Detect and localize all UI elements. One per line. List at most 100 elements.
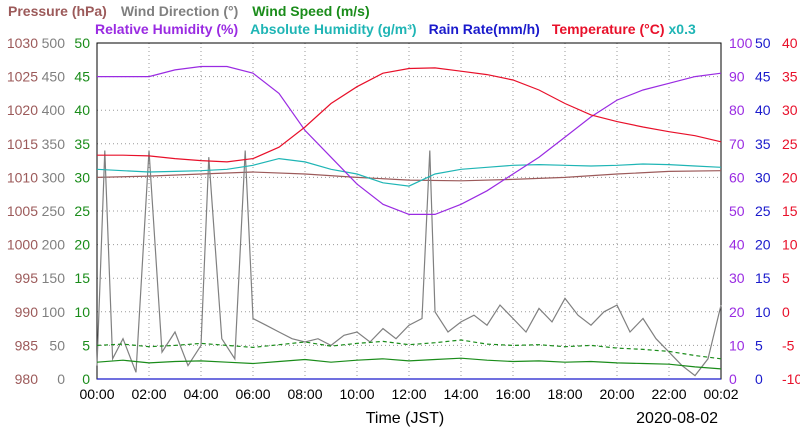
relative-humidity-line (97, 65, 722, 215)
relative-humidity-tick-label: 90 (729, 69, 745, 85)
wind-speed-tick-label: 15 (74, 270, 90, 286)
temperature-tick-label: -10 (782, 371, 800, 387)
rain-rate-tick-label: 40 (755, 102, 771, 118)
tick-labels: 1030102510201015101010051000995990985980… (7, 35, 800, 402)
wind-direction-tick-label: 500 (42, 35, 66, 51)
legend-entry: Temperature (°C) (552, 21, 665, 37)
legend-entry: Wind Speed (m/s) (252, 3, 369, 19)
wind-speed-line (96, 357, 722, 370)
relative-humidity-tick-label: 80 (729, 102, 745, 118)
rain-rate-tick-label: 15 (755, 270, 771, 286)
pressure-tick-label: 1005 (7, 203, 38, 219)
date-label: 2020-08-02 (636, 410, 718, 427)
absolute-humidity-line (96, 157, 722, 187)
x-tick-label: 02:00 (131, 386, 166, 402)
pressure-tick-label: 1000 (7, 237, 38, 253)
pressure-tick-label: 1010 (7, 169, 38, 185)
wind-speed-tick-label: 25 (74, 203, 90, 219)
x-tick-label: 00:02 (703, 386, 738, 402)
legend-entry: Absolute Humidity (g/m³) (250, 21, 416, 37)
rain-rate-tick-label: 10 (755, 304, 771, 320)
wind-speed-tick-label: 0 (82, 371, 90, 387)
legend-entry: Wind Direction (°) (121, 3, 238, 19)
wind-speed-tick-label: 45 (74, 69, 90, 85)
wind-direction-tick-label: 250 (42, 203, 66, 219)
x-tick-label: 20:00 (599, 386, 634, 402)
x-tick-label: 10:00 (339, 386, 374, 402)
x-tick-label: 14:00 (443, 386, 478, 402)
relative-humidity-tick-label: 20 (729, 304, 745, 320)
x-tick-label: 06:00 (235, 386, 270, 402)
wind-speed-tick-label: 5 (82, 337, 90, 353)
relative-humidity-tick-label: 10 (729, 337, 745, 353)
wind-direction-line (96, 150, 722, 377)
legend: Pressure (hPa) Wind Direction (°) Wind Spe… (8, 3, 696, 37)
temperature-tick-label: 10 (782, 237, 798, 253)
pressure-line (96, 170, 722, 182)
temperature-line (97, 67, 722, 163)
wind-direction-tick-label: 450 (42, 69, 66, 85)
rain-rate-tick-label: 45 (755, 69, 771, 85)
wind-direction-tick-label: 0 (57, 371, 65, 387)
wind-speed-tick-label: 10 (74, 304, 90, 320)
pressure-tick-label: 1020 (7, 102, 38, 118)
wind-direction-tick-label: 150 (42, 270, 66, 286)
wind-direction-tick-label: 300 (42, 169, 66, 185)
rain-rate-tick-label: 0 (755, 371, 763, 387)
relative-humidity-tick-label: 0 (729, 371, 737, 387)
pressure-tick-label: 995 (15, 270, 39, 286)
rain-rate-tick-label: 50 (755, 35, 771, 51)
relative-humidity-tick-label: 60 (729, 169, 745, 185)
pressure-tick-label: 1025 (7, 69, 38, 85)
legend-entry: Relative Humidity (%) (95, 21, 238, 37)
legend-entry: x0.3 (669, 21, 696, 37)
x-tick-label: 00:00 (79, 386, 114, 402)
legend-entry: Rain Rate(mm/h) (429, 21, 540, 37)
x-tick-label: 12:00 (391, 386, 426, 402)
temperature-tick-label: 30 (782, 102, 798, 118)
wind-direction-tick-label: 400 (42, 102, 66, 118)
wind-direction-tick-label: 200 (42, 237, 66, 253)
pressure-tick-label: 990 (15, 304, 39, 320)
temperature-tick-label: 35 (782, 69, 798, 85)
wind-speed-tick-label: 50 (74, 35, 90, 51)
rain-rate-tick-label: 25 (755, 203, 771, 219)
grid-lines (97, 43, 721, 379)
relative-humidity-tick-label: 40 (729, 237, 745, 253)
pressure-tick-label: 1030 (7, 35, 38, 51)
rain-rate-tick-label: 30 (755, 169, 771, 185)
temperature-tick-label: 15 (782, 203, 798, 219)
temperature-tick-label: 0 (782, 304, 790, 320)
x-tick-label: 18:00 (547, 386, 582, 402)
pressure-tick-label: 985 (15, 337, 39, 353)
wind-speed-tick-label: 30 (74, 169, 90, 185)
relative-humidity-tick-label: 30 (729, 270, 745, 286)
relative-humidity-tick-label: 100 (729, 35, 753, 51)
relative-humidity-tick-label: 50 (729, 203, 745, 219)
temperature-tick-label: 25 (782, 136, 798, 152)
x-axis-label: Time (JST) (366, 410, 445, 427)
series-group (96, 65, 722, 380)
temperature-tick-label: 20 (782, 169, 798, 185)
wind-direction-tick-label: 100 (42, 304, 66, 320)
wind-speed-tick-label: 40 (74, 102, 90, 118)
x-tick-label: 08:00 (287, 386, 322, 402)
x-tick-label: 22:00 (651, 386, 686, 402)
wind-speed-tick-label: 35 (74, 136, 90, 152)
temperature-tick-label: 40 (782, 35, 798, 51)
wind-direction-tick-label: 50 (49, 337, 65, 353)
relative-humidity-tick-label: 70 (729, 136, 745, 152)
rain-rate-tick-label: 20 (755, 237, 771, 253)
pressure-tick-label: 980 (15, 371, 39, 387)
wind-speed-tick-label: 20 (74, 237, 90, 253)
rain-rate-tick-label: 35 (755, 136, 771, 152)
pressure-tick-label: 1015 (7, 136, 38, 152)
legend-entry: Pressure (hPa) (8, 3, 107, 19)
rain-rate-tick-label: 5 (755, 337, 763, 353)
wind-direction-tick-label: 350 (42, 136, 66, 152)
x-tick-label: 04:00 (183, 386, 218, 402)
temperature-tick-label: -5 (782, 337, 795, 353)
temperature-tick-label: 5 (782, 270, 790, 286)
